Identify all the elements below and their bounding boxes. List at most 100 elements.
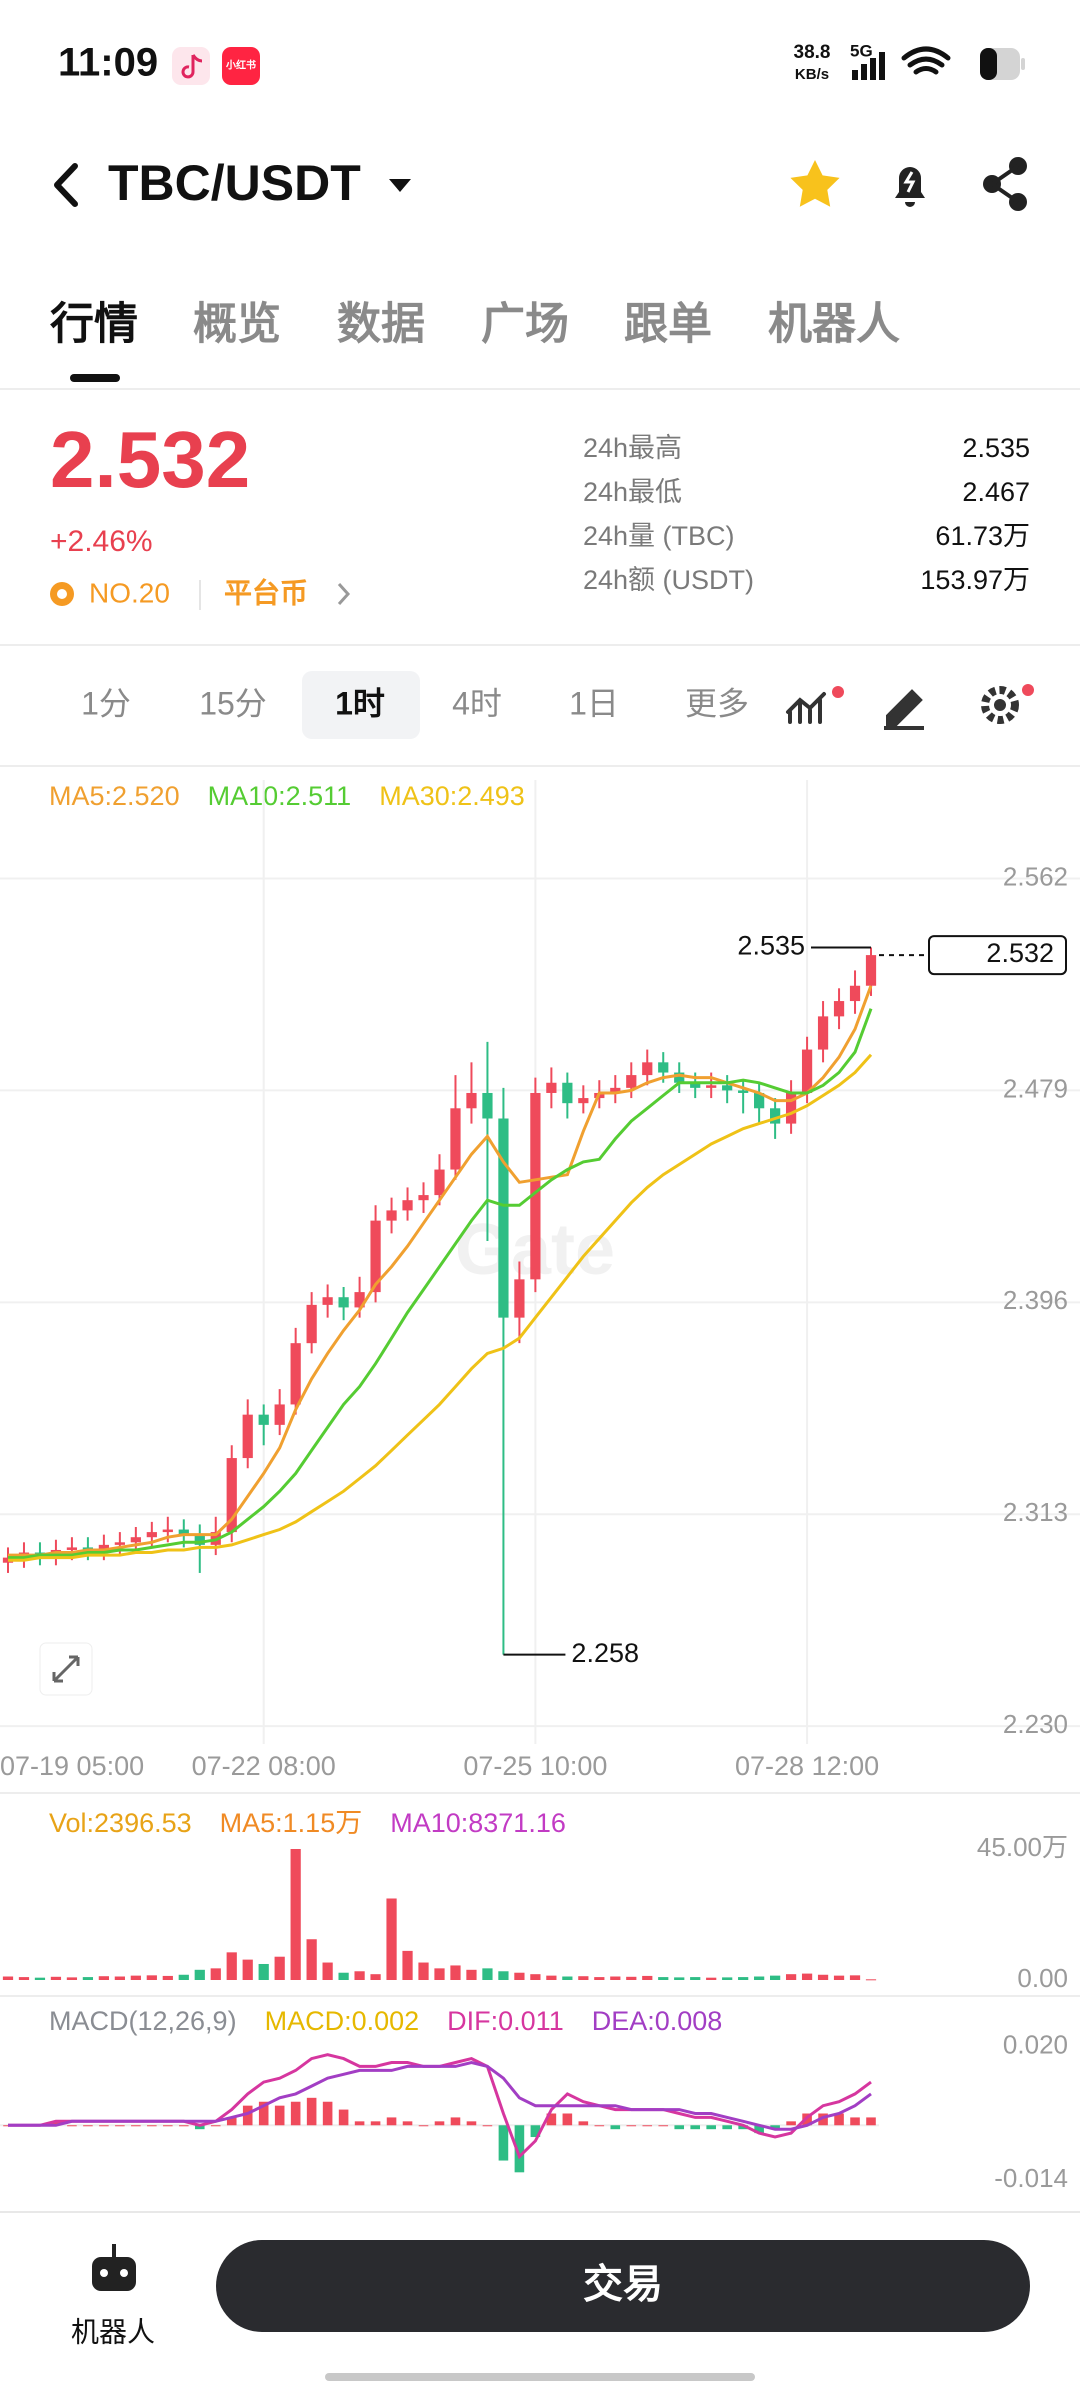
volume-bar [785, 1974, 797, 1980]
macd-bar [642, 2125, 653, 2127]
tab[interactable]: 概览 [193, 300, 281, 349]
macd-bar [818, 2113, 828, 2126]
volume-bar [210, 1968, 221, 1980]
app-badge: 小红书 [225, 59, 256, 72]
candle-body [194, 1534, 205, 1545]
tab[interactable]: 机器人 [768, 300, 900, 349]
volume-bar [530, 1974, 541, 1980]
stat-value: 2.467 [962, 477, 1030, 507]
y-tick-label: 2.479 [1003, 1073, 1068, 1103]
macd-bar [3, 2125, 13, 2127]
badge-dot [1022, 684, 1034, 696]
macd-bar [786, 2121, 796, 2126]
robot-button[interactable]: 机器人 [71, 2244, 155, 2347]
legend-entry: MA10:2.511 [208, 781, 352, 811]
volume-bar [514, 1972, 525, 1980]
y-tick-label: 2.396 [1003, 1285, 1068, 1315]
draw-button[interactable] [884, 689, 924, 730]
robot-eye [100, 2269, 108, 2277]
high-label: 2.535 [737, 931, 805, 961]
battery-level [980, 48, 997, 80]
legend-entry: DEA:0.008 [592, 2006, 723, 2036]
tab[interactable]: 行情 [50, 300, 138, 349]
pair-title[interactable]: TBC/USDT [108, 155, 361, 211]
y-tick-label: 2.230 [1003, 1709, 1068, 1739]
trade-button[interactable] [216, 2240, 1030, 2332]
volume-bar [306, 1939, 317, 1980]
volume-bar [770, 1975, 781, 1980]
back-button[interactable] [54, 163, 78, 207]
settings-button[interactable] [981, 686, 1019, 724]
battery-tip [1021, 58, 1025, 70]
indicator-button[interactable] [786, 692, 826, 724]
interval[interactable]: 更多 [685, 685, 749, 721]
macd-bar [738, 2125, 748, 2130]
candle-body [402, 1200, 413, 1211]
coin-tag[interactable]: 平台币 [224, 576, 308, 608]
volume-bar [706, 1977, 717, 1980]
candle-body [146, 1532, 157, 1538]
volume-bar [386, 1898, 397, 1980]
legend-entry: MA5:2.520 [49, 781, 180, 811]
volume-bar [626, 1976, 637, 1980]
macd-bar [722, 2125, 732, 2130]
stat-value: 61.73万 [935, 521, 1030, 551]
candle-body [338, 1297, 349, 1308]
stat-label: 24h量 (TBC) [583, 521, 735, 551]
signal-icon [852, 52, 885, 80]
y-tick-label: -0.014 [994, 2163, 1068, 2193]
share-link [988, 164, 1020, 204]
tab[interactable]: 广场 [481, 300, 569, 349]
macd-bar [850, 2117, 860, 2126]
volume-bar [370, 1974, 381, 1980]
pair-dropdown[interactable] [389, 179, 411, 192]
interval[interactable]: 15分 [199, 685, 267, 721]
macd-bar [754, 2125, 764, 2134]
stats: 24h最高 2.535 24h最低 2.467 24h量 (TBC) 61.73万 24h额… [583, 433, 1030, 595]
tab[interactable]: 跟单 [624, 300, 712, 349]
interval[interactable]: 1时 [335, 685, 385, 721]
macd-bar [99, 2125, 109, 2127]
volume-bar [226, 1952, 237, 1980]
macd-bar [274, 2105, 285, 2126]
robot-eye [120, 2269, 128, 2277]
candle-body [706, 1085, 717, 1088]
chevron [337, 582, 351, 606]
x-tick-label: 07-22 08:00 [192, 1751, 336, 1781]
macd-bar [210, 2125, 221, 2127]
candle-body [370, 1220, 381, 1293]
tab[interactable]: 数据 [337, 300, 425, 349]
macd-bar [290, 2101, 301, 2126]
candle-body [546, 1082, 557, 1093]
share-icon[interactable] [983, 157, 1027, 211]
volume-bar [418, 1962, 429, 1980]
stat-label: 24h最低 [583, 477, 682, 507]
legend-entry: Vol:2396.53 [49, 1808, 192, 1838]
favorite-star[interactable] [790, 160, 840, 207]
macd-bar [674, 2125, 685, 2130]
volume-bar [849, 1975, 861, 1980]
macd-bar [83, 2125, 93, 2127]
interval[interactable]: 4时 [452, 685, 502, 721]
low-label: 2.258 [571, 1638, 639, 1668]
candle-body [626, 1075, 637, 1088]
macd-bar [67, 2125, 77, 2127]
macd-bar [163, 2125, 173, 2127]
interval[interactable]: 1分 [81, 685, 131, 721]
interval[interactable]: 1日 [569, 685, 619, 721]
macd-bar [115, 2125, 125, 2127]
candle-body [306, 1304, 317, 1344]
y-tick-label: 2.562 [1003, 861, 1068, 891]
kline-chart: 2.562 2.479 2.396 2.313 2.230 MA5:2.520 MA10:2… [0, 780, 1080, 2193]
volume-bar [290, 1849, 301, 1980]
legend-entry: MA10:8371.16 [390, 1808, 566, 1838]
macd-bar [482, 2125, 493, 2127]
volume-bar [354, 1971, 365, 1980]
volume-bar [610, 1976, 621, 1980]
candle-body [722, 1085, 733, 1091]
macd-bar [258, 2101, 269, 2126]
volume-bar [162, 1975, 173, 1980]
expand-icon [52, 1655, 80, 1683]
candle-body [114, 1542, 125, 1545]
macd-bar [866, 2117, 876, 2126]
